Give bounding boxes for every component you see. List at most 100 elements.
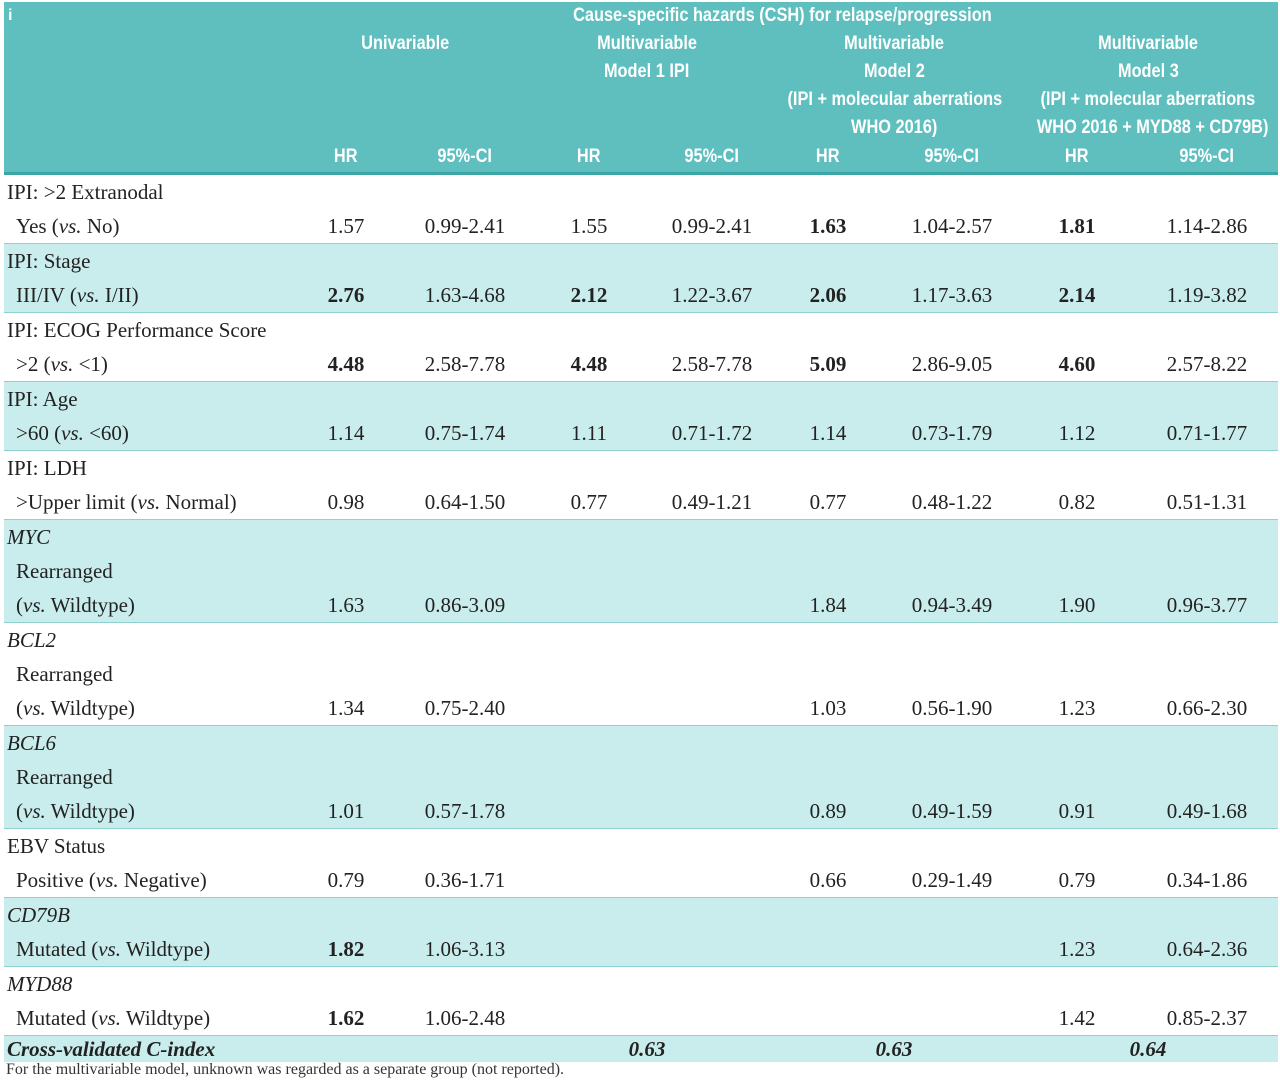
hr-value: 2.14	[1018, 278, 1136, 313]
ci-value: 0.49-1.59	[886, 794, 1018, 829]
hr-value: 0.77	[570, 489, 608, 514]
table-row: IPI: LDH	[4, 451, 1278, 486]
comparison-label: >2 (vs. <1)	[16, 351, 108, 376]
footnote: For the multivariable model, unknown was…	[6, 1061, 565, 1078]
model-header-line: Model 2	[863, 61, 925, 82]
model-header-line: WHO 2016)	[850, 117, 938, 138]
ci-value: 2.86-9.05	[911, 351, 993, 376]
hazards-table: i Cause-specific hazards (CSH) for relap…	[4, 2, 1279, 1062]
ci-value	[654, 554, 770, 588]
table-row: CD79B	[4, 897, 1279, 932]
ci-value: 0.49-1.21	[671, 489, 753, 514]
hr-value: 1.14	[286, 416, 406, 451]
ci-value: 0.49-1.68	[1136, 794, 1279, 829]
ci-value: 0.85-2.37	[1166, 1005, 1248, 1030]
ci-value	[886, 1001, 1018, 1036]
hr-value: 0.89	[770, 794, 886, 829]
hr-value: 2.06	[770, 278, 886, 313]
ci-value: 1.63-4.68	[406, 278, 524, 313]
hr-value: 1.84	[770, 588, 886, 623]
hr-value: 1.34	[327, 695, 365, 720]
ci-value: 0.64-1.50	[424, 489, 506, 514]
ci-value: 1.19-3.82	[1136, 278, 1279, 313]
variable-group: CD79B Mutated (vs. Wildtype) 1.82 1.06-3.13…	[4, 897, 1279, 967]
ci-value: 0.71-1.72	[654, 416, 770, 451]
hr-value: 1.82	[286, 932, 406, 967]
hr-value: 1.23	[1018, 932, 1136, 967]
cindex-value: 0.63	[524, 1035, 770, 1062]
hr-value: 0.91	[1018, 794, 1136, 829]
variable-group: IPI: LDH >Upper limit (vs. Normal) 0.98 0.6…	[4, 451, 1279, 520]
comparison-label: >Upper limit (vs. Normal)	[16, 489, 237, 514]
table-row: EBV Status	[4, 829, 1278, 864]
vs-abbrev: vs.	[98, 1005, 121, 1030]
hr-value	[524, 794, 654, 829]
ci-value: 0.36-1.71	[424, 867, 506, 892]
comparison-label: (vs. Wildtype)	[4, 588, 286, 623]
ci-value: 0.96-3.77	[1136, 588, 1279, 623]
variable-title: CD79B	[4, 897, 286, 932]
model-header-line: (IPI + molecular aberrations	[787, 89, 1003, 110]
ci-value: 0.57-1.78	[406, 794, 524, 829]
vs-abbrev: vs.	[58, 213, 82, 238]
table-row: MYC	[4, 519, 1279, 554]
hr-column-label: HR	[577, 146, 601, 167]
header-spacer	[4, 30, 286, 142]
model-header-line: Model 1 IPI	[604, 61, 690, 82]
hr-value	[524, 760, 654, 794]
vs-abbrev: vs.	[23, 798, 46, 823]
hr-value: 4.48	[327, 351, 365, 376]
hr-value	[524, 588, 654, 623]
vs-abbrev: vs.	[95, 867, 119, 892]
table-row: Mutated (vs. Wildtype) 1.62 1.06-2.48 1.42 0…	[4, 1001, 1278, 1036]
comparison-label: Mutated (vs. Wildtype)	[4, 932, 286, 967]
hr-value: 1.63	[809, 213, 847, 238]
hr-value: 1.42	[1058, 1005, 1096, 1030]
comparison-label: Rearranged	[16, 661, 113, 686]
variable-title: IPI: ECOG Performance Score	[7, 317, 267, 342]
ci-value: 0.51-1.31	[1166, 489, 1248, 514]
cindex-section: Cross-validated C-index 0.63 0.63 0.64	[4, 1035, 1279, 1062]
variable-group: IPI: >2 Extranodal Yes (vs. No) 1.57 0.99-2…	[4, 174, 1279, 244]
hr-column-label: HR	[334, 146, 358, 167]
hr-value: 0.79	[327, 867, 365, 892]
ci-value	[406, 554, 524, 588]
table-row: >60 (vs. <60) 1.14 0.75-1.74 1.11 0.71-1.72 1…	[4, 416, 1279, 451]
ci-value: 2.57-8.22	[1166, 351, 1248, 376]
hr-value	[524, 691, 654, 726]
ci-value	[886, 932, 1018, 967]
table-row: BCL6	[4, 725, 1279, 760]
comparison-label: (vs. Wildtype)	[16, 695, 135, 720]
cindex-label: Cross-validated C-index	[4, 1035, 286, 1062]
ci-value	[654, 794, 770, 829]
variable-group: IPI: Age >60 (vs. <60) 1.14 0.75-1.74 1.11 0.…	[4, 381, 1279, 451]
cindex-value: 0.64	[1018, 1035, 1279, 1062]
hr-value	[770, 760, 886, 794]
hr-value	[524, 863, 654, 898]
ci-value	[654, 760, 770, 794]
hr-value	[286, 554, 406, 588]
hr-value: 1.11	[524, 416, 654, 451]
variable-title: BCL2	[7, 627, 57, 652]
vs-abbrev: vs.	[23, 592, 46, 617]
model-header-line: Multivariable	[1098, 33, 1198, 54]
ci-value	[406, 760, 524, 794]
hr-value	[286, 657, 406, 691]
hr-value: 1.01	[286, 794, 406, 829]
table-row: Rearranged	[4, 657, 1278, 691]
hr-value: 1.03	[809, 695, 847, 720]
table-row: Mutated (vs. Wildtype) 1.82 1.06-3.13 1.23 0…	[4, 932, 1279, 967]
hr-value: 1.57	[327, 213, 365, 238]
hr-value	[770, 657, 886, 691]
ci-value: 1.06-2.48	[424, 1005, 506, 1030]
hr-column-label: HR	[816, 146, 840, 167]
ci-value: 0.71-1.77	[1136, 416, 1279, 451]
table-row: III/IV (vs. I/II) 2.76 1.63-4.68 2.12 1.22-3…	[4, 278, 1279, 313]
ci-value	[406, 657, 524, 691]
table-row: MYD88	[4, 967, 1278, 1002]
comparison-label: >60 (vs. <60)	[4, 416, 286, 451]
variable-group: EBV Status Positive (vs. Negative) 0.79 0.3…	[4, 829, 1279, 898]
ci-value: 2.58-7.78	[671, 351, 753, 376]
model-header-line: Model 3	[1117, 61, 1179, 82]
table-row: IPI: Stage	[4, 243, 1279, 278]
